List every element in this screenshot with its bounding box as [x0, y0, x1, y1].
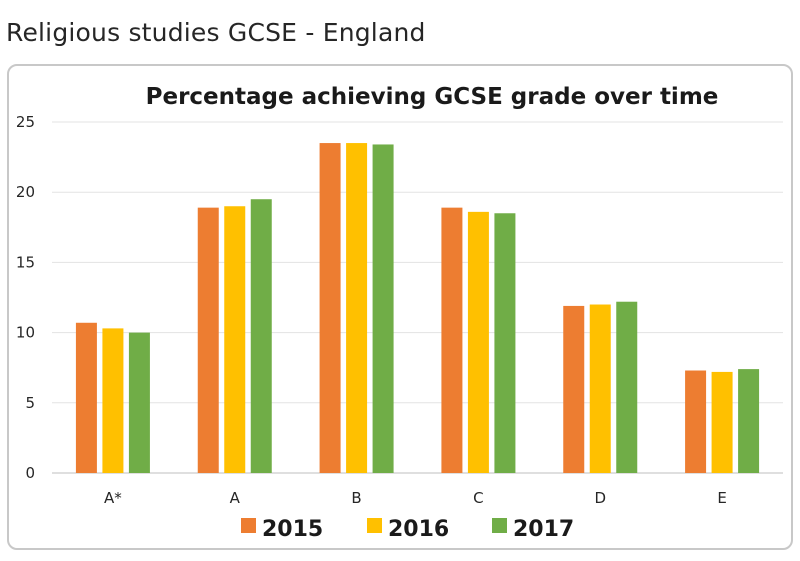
- legend-label-2015: 2015: [262, 517, 323, 542]
- y-axis: 0 5 10 15 20 25: [16, 113, 35, 482]
- bar-2016-D: [589, 304, 611, 473]
- x-tick-label: E: [717, 489, 726, 507]
- chart-title: Percentage achieving GCSE grade over tim…: [146, 84, 719, 110]
- y-tick-label: 20: [16, 183, 35, 201]
- bar-2017-A: [250, 199, 272, 473]
- y-tick-label: 5: [25, 394, 35, 412]
- chart-frame: [7, 64, 793, 550]
- legend-swatch-2015: [241, 518, 256, 533]
- bars: [75, 143, 760, 474]
- bar-2015-C: [441, 207, 463, 474]
- x-tick-label: B: [351, 489, 361, 507]
- x-axis: A* A B C D E: [104, 489, 727, 507]
- bar-2015-A*: [75, 322, 97, 473]
- bar-2017-D: [616, 301, 638, 473]
- legend-swatch-2016: [367, 518, 382, 533]
- bar-2016-A*: [102, 328, 124, 473]
- legend-swatch-2017: [492, 518, 507, 533]
- y-tick-label: 0: [25, 464, 35, 482]
- bar-2016-C: [467, 211, 489, 473]
- bar-2016-A: [224, 206, 246, 474]
- y-tick-label: 15: [16, 253, 35, 271]
- legend-label-2017: 2017: [513, 517, 574, 542]
- gridlines: [52, 121, 783, 474]
- y-tick-label: 10: [16, 324, 35, 342]
- x-tick-label: D: [594, 489, 606, 507]
- bar-2015-E: [685, 370, 707, 473]
- x-tick-label: A: [230, 489, 241, 507]
- bar-2017-E: [738, 369, 760, 473]
- page-heading: Religious studies GCSE - England: [6, 18, 426, 47]
- bar-2017-A*: [128, 332, 150, 473]
- x-tick-label: A*: [104, 489, 122, 507]
- x-tick-label: C: [473, 489, 483, 507]
- y-tick-label: 25: [16, 113, 35, 131]
- bar-2015-B: [319, 143, 341, 473]
- bar-2015-D: [563, 305, 585, 473]
- bar-2015-A: [197, 207, 219, 474]
- bar-2016-E: [711, 371, 733, 473]
- bar-2017-B: [372, 144, 394, 474]
- legend: 2015 2016 2017: [241, 517, 574, 542]
- legend-label-2016: 2016: [388, 517, 449, 542]
- bar-2016-B: [346, 143, 368, 473]
- bar-2017-C: [494, 213, 516, 473]
